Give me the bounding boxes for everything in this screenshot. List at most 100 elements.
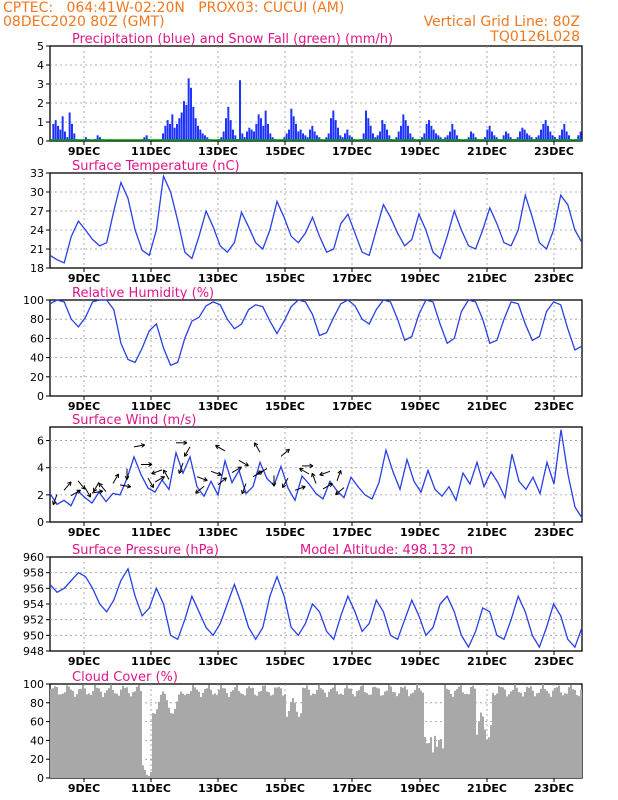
wind-arrow-head <box>237 466 242 471</box>
precip-bar <box>381 120 384 141</box>
precip-bar <box>330 118 332 141</box>
wind-arrow <box>299 468 310 475</box>
precip-bar <box>484 137 486 141</box>
wind-arrow <box>335 487 345 495</box>
precip-bar <box>262 125 265 141</box>
wind-arrow-head <box>244 462 249 467</box>
precip-bar <box>519 131 521 141</box>
precip-bar <box>561 129 563 141</box>
wind-arrow <box>147 477 154 488</box>
wind-arrow-head <box>328 482 333 488</box>
wind-arrow-head <box>98 482 103 488</box>
precip-bar <box>241 133 244 141</box>
precip-bar <box>502 135 505 141</box>
y-tick-label: 80 <box>30 313 44 326</box>
x-tick-label: 21DEC <box>467 655 507 668</box>
precip-bar <box>57 125 59 141</box>
precip-bar <box>185 104 188 141</box>
x-tick-label: 17DEC <box>332 145 372 158</box>
wind-arrow <box>280 448 290 457</box>
precip-bar <box>565 131 568 141</box>
x-tick-label: 13DEC <box>198 400 238 413</box>
y-tick-label: 4 <box>37 59 44 72</box>
precip-bar <box>404 120 407 141</box>
y-tick-label: 6 <box>37 435 44 448</box>
precip-bar <box>222 131 225 141</box>
precip-bar <box>325 137 328 141</box>
precip-bar <box>407 125 409 141</box>
y-tick-label: 954 <box>23 598 44 611</box>
precip-bar <box>516 137 519 141</box>
humidity-line <box>49 299 583 367</box>
wind-arrow <box>77 480 86 490</box>
precip-bar <box>369 125 372 141</box>
x-tick-label: 23DEC <box>534 145 574 158</box>
precip-bar <box>537 135 540 141</box>
precip-bar <box>491 131 493 141</box>
precip-bar <box>456 135 458 141</box>
precip-bar <box>306 137 309 141</box>
wind-arrow <box>254 442 261 453</box>
y-tick-label: 952 <box>23 614 44 627</box>
wind-arrow-head <box>67 481 72 486</box>
precip-bar <box>248 127 251 141</box>
precip-bar <box>558 135 561 141</box>
precip-bar <box>255 123 258 141</box>
x-tick-label: 13DEC <box>198 526 238 539</box>
wind-arrow-head <box>285 448 290 454</box>
precip-bar <box>64 131 66 141</box>
precip-bar <box>283 137 286 141</box>
wind-arrow <box>210 470 222 476</box>
precip-bar <box>178 118 181 141</box>
x-tick-label: 17DEC <box>332 782 372 795</box>
wind-arrow-head <box>93 487 98 493</box>
precip-bar <box>549 131 552 141</box>
precip-bar <box>337 127 339 141</box>
x-tick-label: 13DEC <box>198 782 238 795</box>
x-tick-label: 17DEC <box>332 655 372 668</box>
wind-arrow-head <box>337 470 342 475</box>
x-tick-label: 23DEC <box>534 400 574 413</box>
precip-bar <box>451 123 454 141</box>
panel-title: Surface Pressure (hPa) <box>72 543 219 558</box>
panel-title: Precipitation (blue) and Snow Fall (gree… <box>72 32 393 47</box>
precip-bar <box>96 135 99 141</box>
x-tick-label: 13DEC <box>198 272 238 285</box>
precip-bar <box>164 125 167 141</box>
y-tick-label: 0 <box>37 516 44 529</box>
precip-bar <box>374 137 377 141</box>
wind-arrow-head <box>52 500 57 506</box>
wind-arrow <box>319 470 331 476</box>
wind-arrow-head <box>124 475 130 480</box>
precip-bar <box>169 123 171 141</box>
precip-bar <box>523 129 526 141</box>
wind-arrow <box>336 470 342 481</box>
panel-frame <box>49 299 583 397</box>
precip-bar <box>311 125 314 141</box>
precip-bar <box>220 137 223 141</box>
wind-arrow <box>311 473 317 484</box>
x-tick-label: 15DEC <box>265 272 305 285</box>
wind-arrow <box>98 482 107 492</box>
y-tick-label: 3 <box>37 78 44 91</box>
panel-annotation: Model Altitude: 498.132 m <box>300 543 473 558</box>
precip-bar <box>493 135 496 141</box>
wind-arrow <box>238 459 249 467</box>
wind-arrow <box>91 490 103 494</box>
y-tick-label: 0 <box>37 135 44 148</box>
wind-arrow-head <box>309 463 314 469</box>
precip-bar <box>250 129 253 141</box>
precip-bar <box>507 133 510 141</box>
precip-bar <box>229 120 232 141</box>
precip-bar <box>348 135 351 141</box>
x-tick-label: 17DEC <box>332 272 372 285</box>
x-tick-label: 13DEC <box>198 145 238 158</box>
precip-bar <box>166 120 169 141</box>
wind-arrow-head <box>178 469 183 474</box>
precip-bar <box>351 137 353 141</box>
wind-arrow-head <box>114 473 119 479</box>
wind-arrow <box>217 477 227 486</box>
x-tick-label: 13DEC <box>198 655 238 668</box>
wind-arrow-head <box>241 489 246 495</box>
